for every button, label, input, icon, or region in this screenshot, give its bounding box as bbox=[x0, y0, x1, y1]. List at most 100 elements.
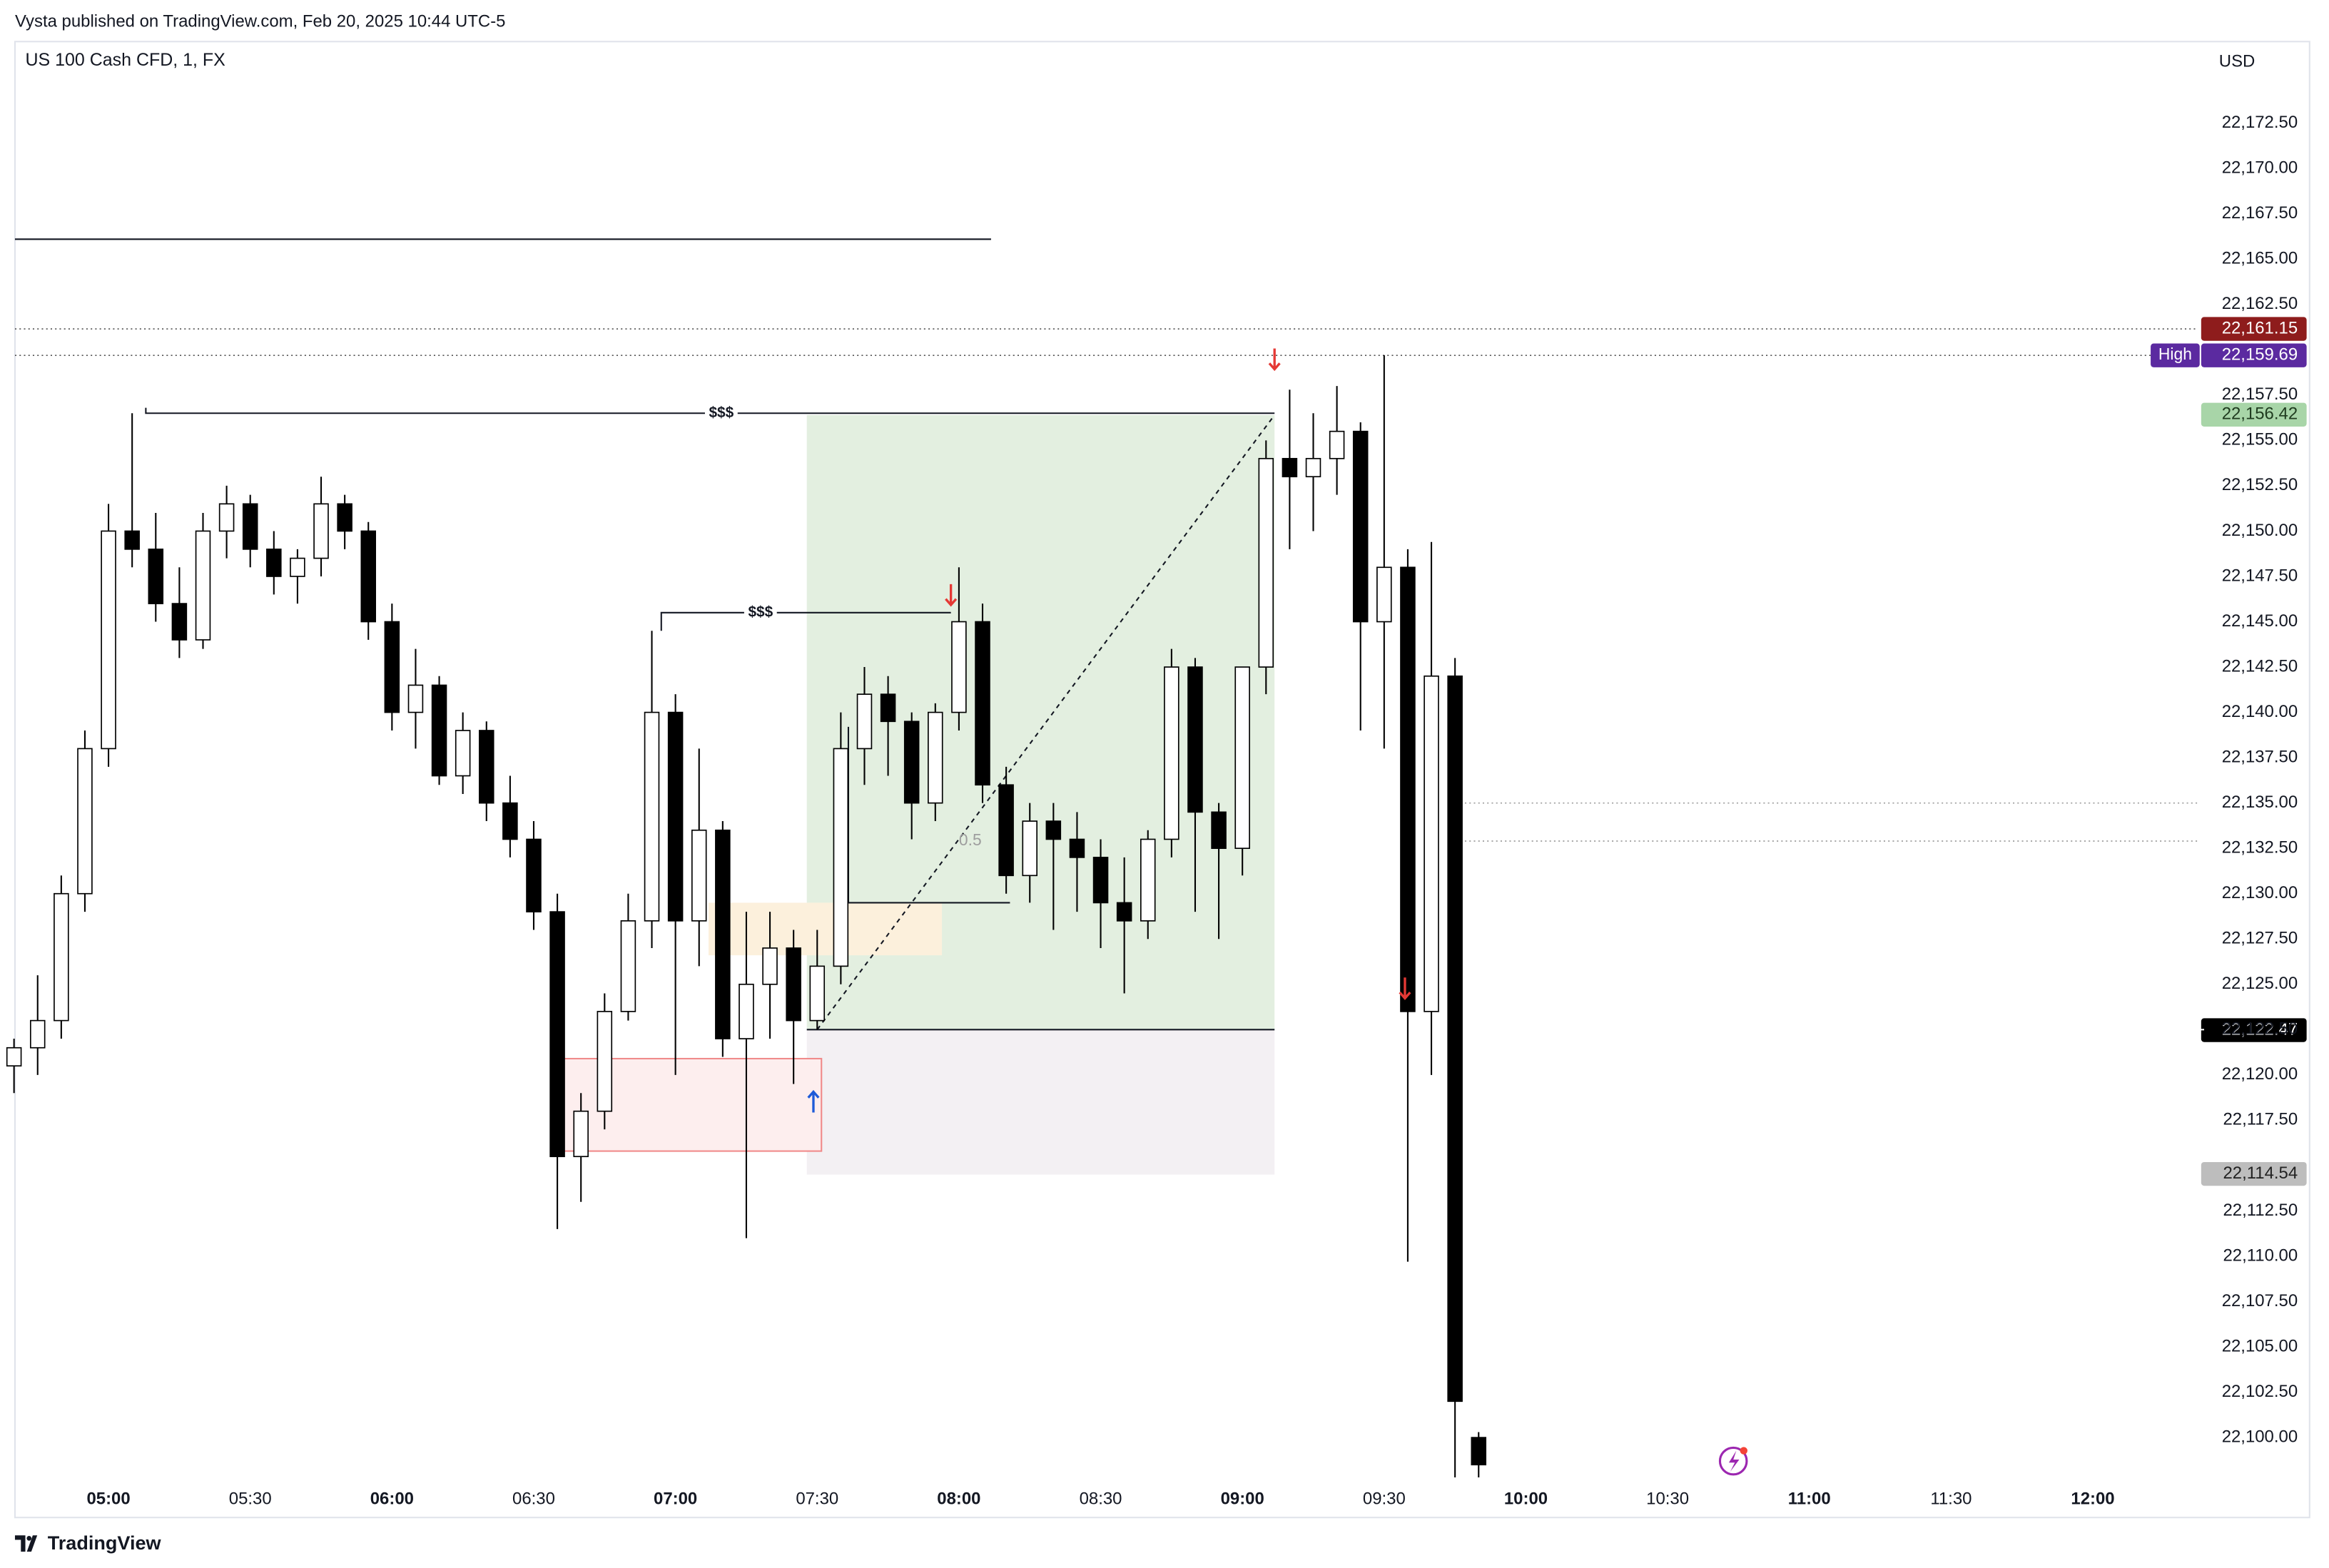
price-badge bbox=[2201, 343, 2307, 367]
candle-body bbox=[597, 1011, 613, 1112]
price-badge-label: 22,159.69 bbox=[2222, 345, 2298, 365]
candle-body bbox=[1376, 566, 1392, 623]
y-tick-label: 22,102.50 bbox=[2222, 1382, 2298, 1401]
y-tick-label: 22,112.50 bbox=[2223, 1201, 2298, 1220]
signal-arrow bbox=[1399, 977, 1411, 1000]
candle-body bbox=[1140, 838, 1156, 922]
x-tick-label: 10:30 bbox=[1646, 1490, 1689, 1509]
price-badge-label: 22,114.54 bbox=[2223, 1164, 2298, 1183]
signal-arrow bbox=[945, 584, 958, 607]
signal-arrow bbox=[807, 1089, 820, 1113]
liquidity-label: $$$ bbox=[748, 604, 773, 620]
candle-body bbox=[928, 711, 943, 804]
y-tick-label: 22,107.50 bbox=[2222, 1291, 2298, 1310]
candle-body bbox=[384, 621, 400, 713]
candle-body bbox=[691, 829, 707, 922]
zone-box bbox=[806, 1029, 1275, 1175]
y-tick-label: 22,152.50 bbox=[2222, 475, 2298, 494]
drawing-line bbox=[816, 414, 1276, 1030]
candle-body bbox=[124, 530, 140, 550]
candle-body bbox=[313, 503, 329, 559]
candle-body bbox=[975, 621, 990, 786]
price-badge-label: 22,122.47 bbox=[2222, 1019, 2298, 1039]
x-tick-label: 07:00 bbox=[654, 1490, 697, 1509]
y-tick-label: 22,110.00 bbox=[2223, 1246, 2298, 1265]
price-badge-label: 22,156.42 bbox=[2222, 404, 2298, 424]
candle-body bbox=[101, 530, 116, 750]
candle-body bbox=[360, 530, 377, 623]
candle-body bbox=[526, 838, 542, 912]
candle-body bbox=[431, 684, 447, 777]
y-tick-label: 22,142.50 bbox=[2222, 656, 2298, 676]
candle-body bbox=[171, 603, 188, 641]
y-tick-label: 22,140.00 bbox=[2222, 702, 2298, 721]
candle-body bbox=[667, 711, 684, 922]
candle-body bbox=[951, 621, 967, 713]
x-tick-label: 07:30 bbox=[796, 1490, 838, 1509]
drawing-line bbox=[145, 407, 1275, 414]
x-tick-label: 12:00 bbox=[2071, 1490, 2114, 1509]
brand-name: TradingView bbox=[48, 1532, 162, 1554]
fib-label: 0.5 bbox=[959, 830, 982, 849]
label-bg bbox=[744, 605, 777, 621]
price-badge bbox=[2201, 1161, 2307, 1186]
candle-body bbox=[1187, 666, 1203, 813]
y-tick-label: 22,165.00 bbox=[2222, 249, 2298, 268]
x-tick-label: 05:00 bbox=[86, 1490, 130, 1509]
candle-body bbox=[809, 965, 826, 1022]
y-tick-label: 22,130.00 bbox=[2222, 883, 2298, 902]
candle-body bbox=[1258, 457, 1274, 668]
candle-body bbox=[1282, 457, 1298, 478]
candle-body bbox=[455, 730, 471, 777]
candle-body bbox=[1164, 666, 1179, 840]
x-tick-label: 11:00 bbox=[1788, 1490, 1831, 1509]
candle-body bbox=[833, 748, 849, 967]
y-tick-label: 22,125.00 bbox=[2222, 974, 2298, 993]
x-tick-label: 06:00 bbox=[370, 1490, 414, 1509]
candle-body bbox=[1447, 675, 1463, 1402]
y-tick-label: 22,170.00 bbox=[2222, 158, 2298, 178]
y-tick-label: 22,132.50 bbox=[2222, 838, 2298, 857]
price-badge bbox=[2201, 317, 2307, 341]
candle-body bbox=[77, 748, 93, 895]
y-tick-label: 22,150.00 bbox=[2222, 521, 2298, 540]
drawings-lines: $$$ $$$ 0.5 bbox=[14, 238, 2198, 1031]
candle-body bbox=[218, 503, 235, 532]
candle-body bbox=[998, 784, 1014, 877]
candles bbox=[6, 355, 1487, 1478]
candle-body bbox=[1424, 675, 1439, 1012]
candle-body bbox=[290, 557, 305, 577]
y-tick-label: 22,172.50 bbox=[2222, 113, 2298, 132]
candle-body bbox=[762, 947, 778, 985]
candle-body bbox=[620, 920, 636, 1012]
y-tick-label: 22,137.50 bbox=[2222, 747, 2298, 766]
candle-body bbox=[195, 530, 211, 641]
zone-box bbox=[708, 902, 943, 956]
candle-body bbox=[1305, 457, 1321, 478]
liquidity-label: $$$ bbox=[709, 404, 734, 421]
candle-body bbox=[407, 684, 424, 713]
price-badge-label: 22,161.15 bbox=[2222, 318, 2298, 337]
y-tick-label: 22,100.00 bbox=[2222, 1427, 2298, 1446]
candle-body bbox=[1352, 430, 1369, 623]
candle-body bbox=[1211, 811, 1227, 850]
y-tick-label: 22,167.50 bbox=[2222, 203, 2298, 223]
x-tick-label: 08:30 bbox=[1080, 1490, 1122, 1509]
candle-body bbox=[1045, 820, 1062, 840]
candle-body bbox=[6, 1047, 22, 1066]
y-tick-label: 22,120.00 bbox=[2222, 1064, 2298, 1084]
drawing-line bbox=[660, 611, 951, 631]
y-tick-label: 22,147.50 bbox=[2222, 566, 2298, 585]
brand-logo: TradingView bbox=[14, 1532, 162, 1554]
price-badge bbox=[2201, 1018, 2307, 1042]
candle-body bbox=[786, 947, 801, 1022]
x-tick-label: 09:00 bbox=[1221, 1490, 1264, 1509]
candle-body bbox=[644, 711, 660, 922]
publisher-line: Vysta published on TradingView.com, Feb … bbox=[15, 12, 506, 31]
candle-body bbox=[573, 1110, 589, 1158]
y-tick-label: 22,105.00 bbox=[2222, 1336, 2298, 1355]
symbol-title: US 100 Cash CFD, 1, FX bbox=[26, 50, 226, 70]
y-tick-label: 22,157.50 bbox=[2222, 385, 2298, 404]
